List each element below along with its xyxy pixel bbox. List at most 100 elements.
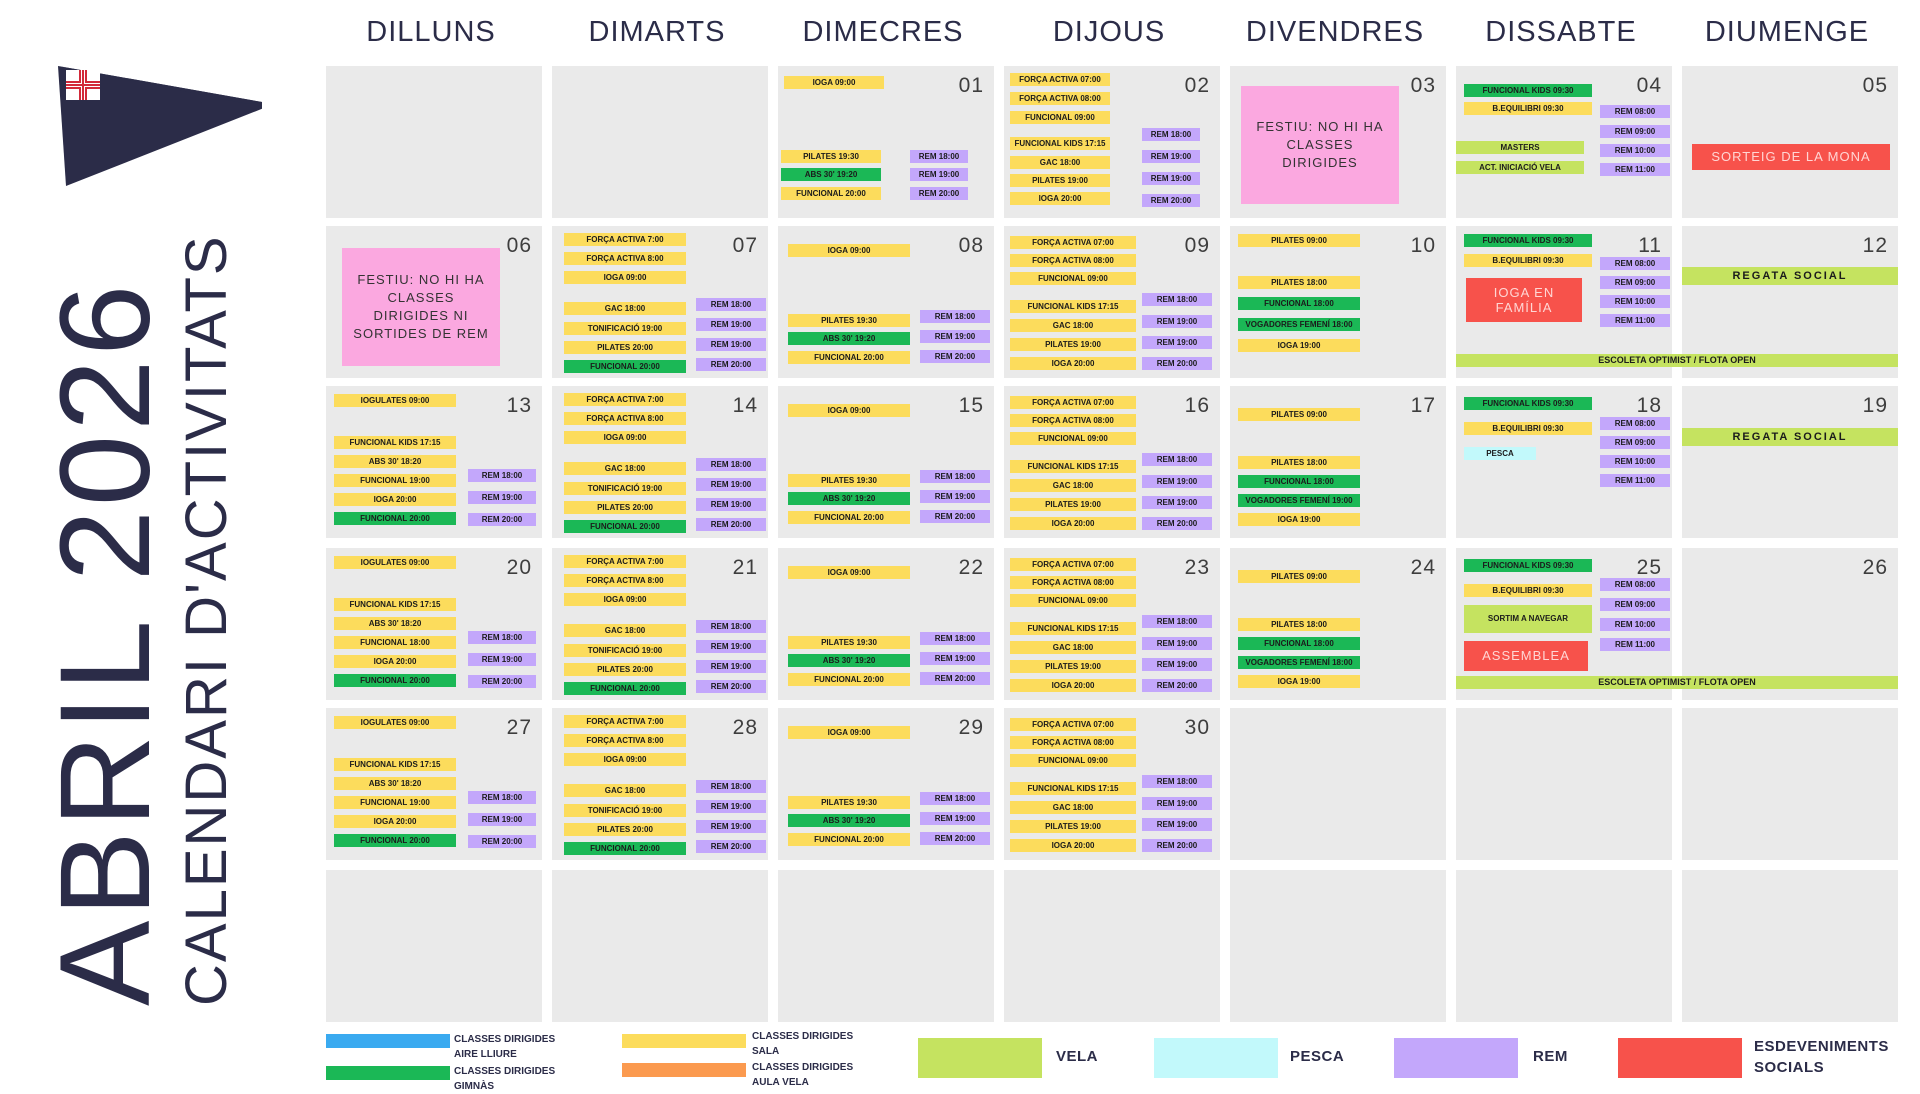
event-chip[interactable]: REM 10:00 [1600,144,1670,157]
day-cell[interactable]: 10 PILATES 09:00 PILATES 18:00 FUNCIONAL 18… [1230,226,1446,378]
event-chip[interactable]: REM 19:00 [468,813,536,826]
event-chip[interactable]: REM 18:00 [920,310,990,323]
event-chip[interactable]: REM 18:00 [1142,453,1212,466]
day-cell[interactable]: 04 FUNCIONAL KIDS 09:30 B.EQUILIBRI 09:30 M… [1456,66,1672,218]
day-cell[interactable]: 30 FORÇA ACTIVA 07:00 FORÇA ACTIVA 08:00 FU… [1004,708,1220,860]
event-chip[interactable]: FUNCIONAL 20:00 [788,351,910,364]
event-chip[interactable]: FUNCIONAL 20:00 [334,512,456,525]
event-chip[interactable]: FORÇA ACTIVA 8:00 [564,412,686,425]
event-chip[interactable]: REM 19:00 [1142,336,1212,349]
event-chip[interactable]: GAC 18:00 [564,302,686,315]
day-cell[interactable]: 20 IOGULATES 09:00 FUNCIONAL KIDS 17:15 ABS… [326,548,542,700]
event-chip[interactable]: B.EQUILIBRI 09:30 [1464,102,1592,115]
event-chip[interactable]: REM 19:00 [920,652,990,665]
event-chip[interactable]: IOGULATES 09:00 [334,394,456,407]
event-chip[interactable]: TONIFICACIÓ 19:00 [564,482,686,495]
event-chip[interactable]: FUNCIONAL 20:00 [334,674,456,687]
day-cell[interactable]: 25 FUNCIONAL KIDS 09:30 B.EQUILIBRI 09:30 S… [1456,548,1672,700]
day-cell[interactable]: 07 FORÇA ACTIVA 7:00 FORÇA ACTIVA 8:00 IOGA… [552,226,768,378]
event-chip[interactable]: B.EQUILIBRI 09:30 [1464,254,1592,267]
event-chip[interactable]: REM 10:00 [1600,618,1670,631]
event-chip[interactable]: REM 19:00 [1142,172,1200,185]
event-chip[interactable]: REM 19:00 [1142,315,1212,328]
event-chip[interactable]: REM 11:00 [1600,638,1670,651]
event-chip[interactable]: REM 18:00 [910,150,968,163]
event-chip[interactable]: REM 19:00 [1142,475,1212,488]
day-cell[interactable]: 11 FUNCIONAL KIDS 09:30 B.EQUILIBRI 09:30 I… [1456,226,1672,378]
event-chip[interactable]: REM 20:00 [1142,679,1212,692]
day-cell[interactable] [1682,708,1898,860]
day-cell[interactable]: 05 SORTEIG DE LA MONA [1682,66,1898,218]
event-chip[interactable]: REM 20:00 [696,680,766,693]
event-chip[interactable]: REM 20:00 [1142,517,1212,530]
event-chip[interactable]: PILATES 19:30 [788,796,910,809]
event-chip[interactable]: IOGA 19:00 [1238,339,1360,352]
day-cell[interactable] [1230,870,1446,1022]
event-chip[interactable]: REM 19:00 [696,800,766,813]
event-chip[interactable]: IOGULATES 09:00 [334,556,456,569]
event-chip[interactable]: REM 20:00 [468,675,536,688]
day-cell[interactable]: 16 FORÇA ACTIVA 07:00 FORÇA ACTIVA 08:00 FU… [1004,386,1220,538]
event-chip[interactable]: FUNCIONAL 18:00 [1238,637,1360,650]
event-chip[interactable]: FUNCIONAL 09:00 [1010,272,1136,285]
event-chip[interactable]: IOGA 09:00 [788,244,910,257]
event-chip[interactable]: REM 08:00 [1600,417,1670,430]
day-cell[interactable]: 03 FESTIU: NO HI HA CLASSES DIRIGIDES [1230,66,1446,218]
event-chip[interactable]: REM 18:00 [468,631,536,644]
day-cell[interactable] [778,870,994,1022]
event-chip[interactable]: GAC 18:00 [1010,319,1136,332]
event-chip[interactable]: GAC 18:00 [1010,479,1136,492]
event-chip[interactable]: REM 18:00 [1142,293,1212,306]
event-chip[interactable]: ABS 30' 19:20 [781,168,881,181]
event-chip[interactable]: REM 19:00 [920,812,990,825]
day-cell[interactable]: 06 FESTIU: NO HI HA CLASSES DIRIGIDES NI … [326,226,542,378]
event-chip[interactable]: PILATES 09:00 [1238,570,1360,583]
event-chip[interactable]: FUNCIONAL 18:00 [1238,475,1360,488]
event-chip[interactable]: REM 18:00 [468,791,536,804]
day-cell[interactable] [552,66,768,218]
event-chip[interactable]: FUNCIONAL 20:00 [788,511,910,524]
event-chip[interactable]: ABS 30' 18:20 [334,777,456,790]
event-chip[interactable]: REM 19:00 [920,490,990,503]
event-chip[interactable]: REM 08:00 [1600,578,1670,591]
event-chip[interactable]: REM 20:00 [920,510,990,523]
event-chip[interactable]: PILATES 18:00 [1238,618,1360,631]
event-chip[interactable]: FUNCIONAL 20:00 [334,834,456,847]
event-chip[interactable]: TONIFICACIÓ 19:00 [564,804,686,817]
event-chip[interactable]: REM 20:00 [696,358,766,371]
event-chip[interactable]: FUNCIONAL KIDS 17:15 [334,598,456,611]
event-chip[interactable]: FORÇA ACTIVA 08:00 [1010,414,1136,427]
event-chip[interactable]: FUNCIONAL 19:00 [334,796,456,809]
spanning-event-bar[interactable]: ESCOLETA OPTIMIST / FLOTA OPEN [1456,676,1898,689]
event-chip[interactable]: SORTEIG DE LA MONA [1692,144,1890,170]
event-chip[interactable]: REM 18:00 [920,792,990,805]
event-chip[interactable]: PESCA [1464,447,1536,460]
event-chip[interactable]: FUNCIONAL 20:00 [564,682,686,695]
event-chip[interactable]: ABS 30' 18:20 [334,455,456,468]
event-chip[interactable]: FORÇA ACTIVA 7:00 [564,555,686,568]
event-chip[interactable]: REM 18:00 [1142,128,1200,141]
day-cell[interactable]: 01 IOGA 09:00 PILATES 19:30 ABS 30' 19:20 FU… [778,66,994,218]
event-chip[interactable]: REM 20:00 [920,350,990,363]
event-chip[interactable]: IOGA 20:00 [334,655,456,668]
event-chip[interactable]: REM 18:00 [696,458,766,471]
event-chip[interactable]: FORÇA ACTIVA 07:00 [1010,236,1136,249]
event-chip[interactable]: REM 19:00 [1142,797,1212,810]
day-cell[interactable]: 29 IOGA 09:00 PILATES 19:30 ABS 30' 19:20 FU… [778,708,994,860]
event-chip[interactable]: VOGADORES FEMENÍ 18:00 [1238,318,1360,331]
event-chip[interactable]: IOGULATES 09:00 [334,716,456,729]
event-chip[interactable]: PILATES 20:00 [564,823,686,836]
event-chip[interactable]: FUNCIONAL KIDS 09:30 [1464,234,1592,247]
event-chip[interactable]: IOGA 09:00 [564,593,686,606]
event-chip[interactable]: REM 20:00 [1142,357,1212,370]
event-chip[interactable]: REM 20:00 [468,835,536,848]
event-chip[interactable]: REM 19:00 [1142,150,1200,163]
event-chip[interactable]: FUNCIONAL KIDS 17:15 [1010,460,1136,473]
event-chip[interactable]: REM 19:00 [696,640,766,653]
event-chip[interactable]: PILATES 18:00 [1238,276,1360,289]
event-chip[interactable]: FORÇA ACTIVA 07:00 [1010,718,1136,731]
event-chip[interactable]: GAC 18:00 [1010,801,1136,814]
event-chip[interactable]: FUNCIONAL 20:00 [564,520,686,533]
event-chip[interactable]: PILATES 19:00 [1010,338,1136,351]
event-chip[interactable]: REM 18:00 [468,469,536,482]
